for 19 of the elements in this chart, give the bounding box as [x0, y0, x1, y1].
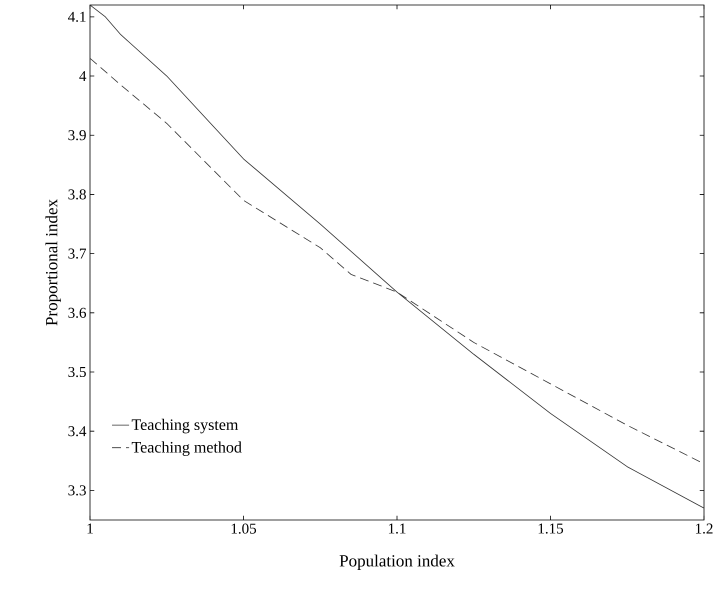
- x-tick-label: 1.05: [232, 524, 256, 534]
- y-tick-label: 4: [79, 71, 86, 81]
- x-axis-title: Population index: [340, 554, 455, 570]
- y-axis-title: Proportional index: [45, 199, 61, 326]
- x-tick-label: 1.1: [388, 524, 406, 534]
- y-tick-label: 3.3: [68, 485, 86, 496]
- x-tick-label: 1.15: [538, 524, 564, 534]
- y-tick-label: 3.9: [68, 130, 86, 140]
- y-tick-label: 3.4: [68, 426, 86, 436]
- legend-label: Teaching method: [132, 441, 242, 456]
- y-tick-label: 3.5: [68, 366, 86, 378]
- x-tick-label: 1.2: [696, 524, 713, 534]
- legend-label: Teaching system: [132, 418, 238, 434]
- x-tick-label: 1: [88, 524, 93, 534]
- y-tick-label: 4.1: [68, 12, 86, 22]
- line-series: [90, 5, 704, 509]
- y-tick-label: 3.8: [68, 189, 86, 200]
- y-tick-label: 3.6: [68, 308, 86, 318]
- y-tick-label: 3.7: [68, 248, 86, 259]
